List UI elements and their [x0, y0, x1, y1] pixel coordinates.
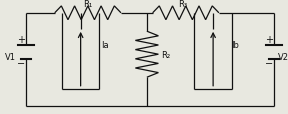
Text: R₃: R₃ [178, 0, 187, 9]
Text: R₂: R₂ [161, 50, 170, 59]
Text: +: + [17, 35, 25, 45]
Text: R₁: R₁ [83, 0, 92, 9]
Text: Ia: Ia [101, 41, 109, 50]
Text: +: + [265, 35, 273, 45]
Text: Ib: Ib [231, 41, 239, 50]
Text: −: − [265, 59, 273, 69]
Text: V1: V1 [5, 53, 16, 61]
Text: −: − [17, 59, 25, 69]
Text: V2: V2 [278, 53, 288, 61]
